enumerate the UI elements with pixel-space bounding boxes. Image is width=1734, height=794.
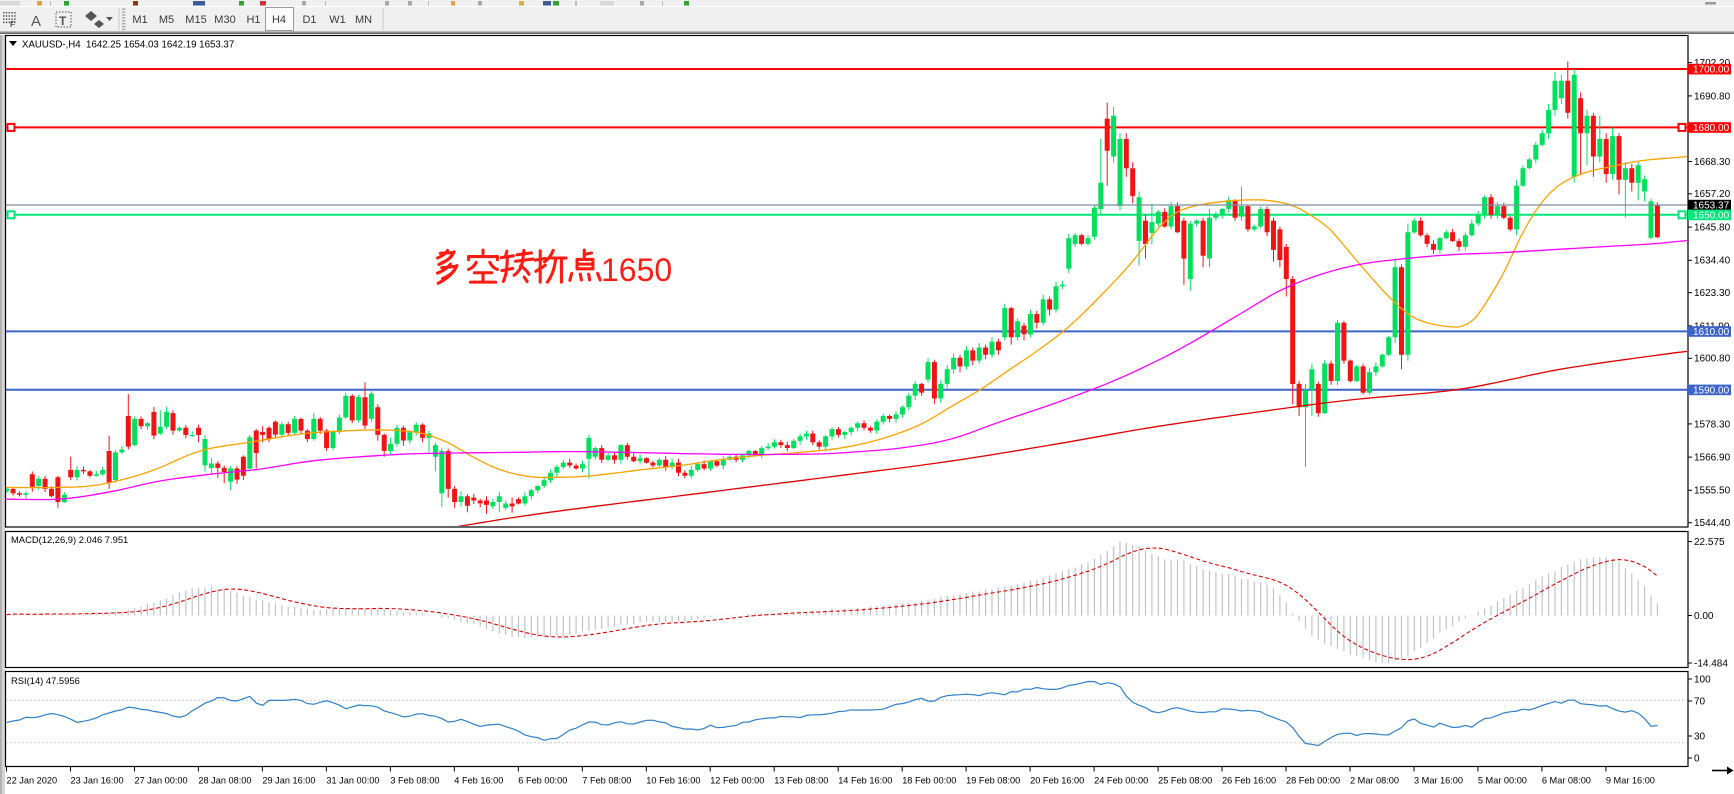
svg-text:1690.80: 1690.80 [1694,91,1731,102]
svg-text:19 Feb 08:00: 19 Feb 08:00 [966,776,1020,786]
svg-text:6 Feb 00:00: 6 Feb 00:00 [518,776,567,786]
svg-text:20 Feb 16:00: 20 Feb 16:00 [1030,776,1084,786]
svg-text:0.00: 0.00 [1694,611,1714,622]
svg-text:23 Jan 16:00: 23 Jan 16:00 [71,776,124,786]
svg-text:22 Jan 2020: 22 Jan 2020 [7,776,58,786]
svg-text:3 Mar 16:00: 3 Mar 16:00 [1414,776,1463,786]
svg-text:D1: D1 [302,14,316,26]
svg-text:27 Jan 00:00: 27 Jan 00:00 [135,776,188,786]
svg-text:M30: M30 [214,14,235,26]
svg-text:31 Jan 00:00: 31 Jan 00:00 [326,776,379,786]
svg-text:1544.40: 1544.40 [1694,518,1731,529]
svg-text:H1: H1 [246,14,260,26]
svg-text:1600.80: 1600.80 [1694,354,1731,365]
svg-text:1653.37: 1653.37 [1693,201,1730,212]
svg-text:1610.00: 1610.00 [1693,327,1730,338]
svg-text:25 Feb 08:00: 25 Feb 08:00 [1158,776,1212,786]
svg-text:1566.90: 1566.90 [1694,453,1731,464]
svg-text:M1: M1 [132,14,147,26]
svg-text:1634.40: 1634.40 [1694,256,1731,267]
svg-text:H4: H4 [272,14,286,26]
svg-text:4 Feb 16:00: 4 Feb 16:00 [454,776,503,786]
svg-text:1680.00: 1680.00 [1693,123,1730,134]
svg-text:1623.30: 1623.30 [1694,288,1731,299]
svg-text:13 Feb 08:00: 13 Feb 08:00 [774,776,828,786]
svg-text:3 Feb 08:00: 3 Feb 08:00 [390,776,439,786]
svg-text:18 Feb 00:00: 18 Feb 00:00 [902,776,956,786]
svg-text:2 Mar 08:00: 2 Mar 08:00 [1350,776,1399,786]
svg-text:A: A [31,13,41,30]
svg-text:MACD(12,26,9) 2.046 7.951: MACD(12,26,9) 2.046 7.951 [11,534,128,545]
svg-text:-14.484: -14.484 [1694,658,1728,669]
svg-text:100: 100 [1694,674,1711,685]
svg-text:1590.00: 1590.00 [1693,385,1730,396]
svg-text:1650.00: 1650.00 [1693,210,1730,221]
svg-text:26 Feb 16:00: 26 Feb 16:00 [1222,776,1276,786]
svg-text:28 Jan 08:00: 28 Jan 08:00 [198,776,251,786]
svg-text:5 Mar 00:00: 5 Mar 00:00 [1478,776,1527,786]
svg-text:1657.20: 1657.20 [1694,189,1731,200]
svg-text:14 Feb 16:00: 14 Feb 16:00 [838,776,892,786]
svg-text:10 Feb 16:00: 10 Feb 16:00 [646,776,700,786]
svg-text:1700.00: 1700.00 [1693,65,1730,76]
svg-text:29 Jan 16:00: 29 Jan 16:00 [262,776,315,786]
svg-text:F: F [10,20,15,29]
svg-text:9 Mar 16:00: 9 Mar 16:00 [1606,776,1655,786]
svg-text:28 Feb 00:00: 28 Feb 00:00 [1286,776,1340,786]
svg-text:W1: W1 [329,14,346,26]
svg-text:12 Feb 00:00: 12 Feb 00:00 [710,776,764,786]
svg-text:1578.30: 1578.30 [1694,419,1731,430]
svg-text:6 Mar 08:00: 6 Mar 08:00 [1542,776,1591,786]
svg-text:RSI(14) 47.5956: RSI(14) 47.5956 [11,675,80,686]
svg-text:T: T [59,14,67,28]
svg-text:70: 70 [1694,696,1706,707]
svg-text:MN: MN [355,14,372,26]
svg-text:M15: M15 [185,14,206,26]
svg-text:1555.50: 1555.50 [1694,486,1731,497]
svg-text:7 Feb 08:00: 7 Feb 08:00 [582,776,631,786]
svg-text:30: 30 [1694,731,1706,742]
svg-text:1650: 1650 [601,252,672,288]
svg-text:M5: M5 [159,14,174,26]
svg-text:1702.20: 1702.20 [1694,58,1731,69]
svg-text:1645.80: 1645.80 [1694,223,1731,234]
svg-text:1668.30: 1668.30 [1694,157,1731,168]
svg-text:XAUUSD-,H4 1642.25 1654.03 16: XAUUSD-,H4 1642.25 1654.03 1642.19 1653.… [22,40,234,51]
svg-text:22.575: 22.575 [1694,537,1725,548]
svg-text:24 Feb 00:00: 24 Feb 00:00 [1094,776,1148,786]
svg-text:0: 0 [1694,753,1700,764]
